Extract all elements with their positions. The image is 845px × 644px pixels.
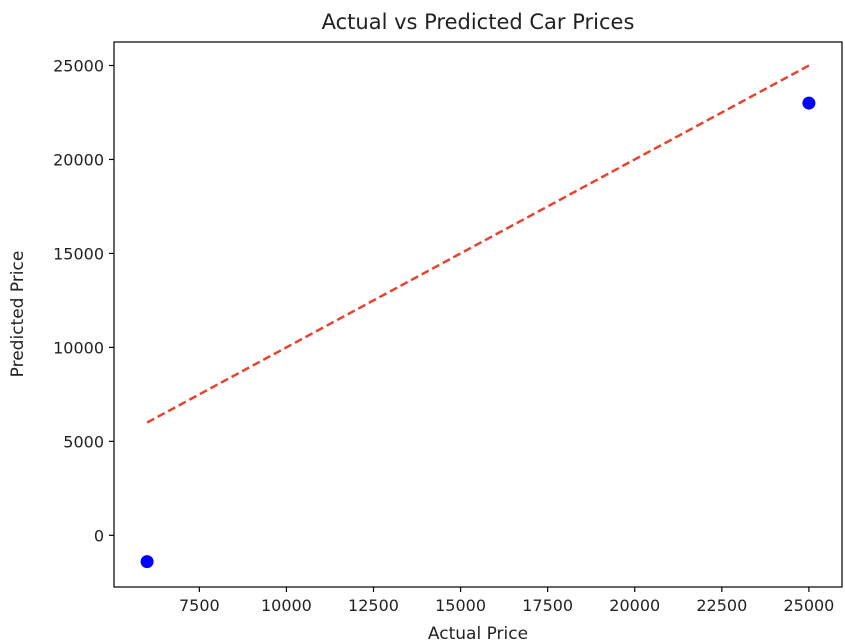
plot-area-frame xyxy=(113,41,843,588)
y-tick-label: 10000 xyxy=(53,338,104,357)
x-axis: 7500 10000 12500 15000 17500 20000 22500 25000 xyxy=(179,587,834,615)
x-tick-label: 20000 xyxy=(609,596,660,615)
x-axis-label: Actual Price xyxy=(428,624,528,644)
x-tick-label: 25000 xyxy=(783,596,834,615)
y-tick-label: 0 xyxy=(94,526,104,545)
y-tick-label: 25000 xyxy=(53,56,104,75)
x-tick-label: 15000 xyxy=(435,596,486,615)
data-point xyxy=(140,555,154,569)
x-tick-label: 10000 xyxy=(261,596,312,615)
reference-line xyxy=(146,64,810,424)
data-point xyxy=(802,96,816,110)
x-tick-label: 22500 xyxy=(696,596,747,615)
y-tick-label: 20000 xyxy=(53,150,104,169)
y-axis-label: Predicted Price xyxy=(8,251,28,378)
reference-line-layer xyxy=(146,64,810,424)
y-tick-label: 5000 xyxy=(63,432,104,451)
x-tick-label: 12500 xyxy=(348,596,399,615)
chart-title: Actual vs Predicted Car Prices xyxy=(322,10,635,34)
data-points-layer xyxy=(140,96,816,569)
x-tick-label: 7500 xyxy=(179,596,220,615)
y-tick-label: 15000 xyxy=(53,244,104,263)
x-tick-label: 17500 xyxy=(522,596,573,615)
y-axis: 0 5000 10000 15000 20000 25000 xyxy=(53,56,114,545)
